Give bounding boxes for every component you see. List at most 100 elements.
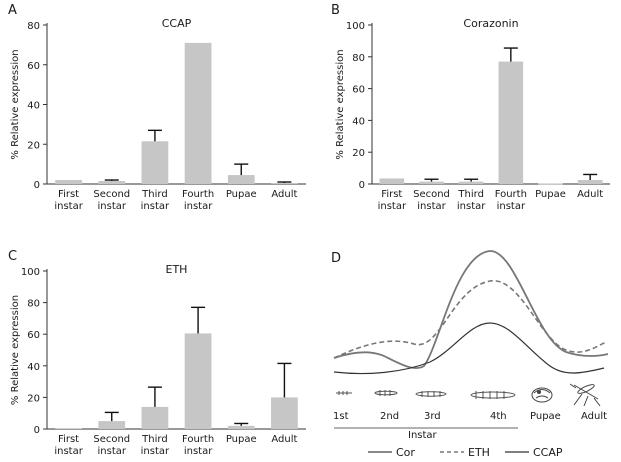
x-tick-label: instar xyxy=(417,201,446,212)
larva-3rd-icon xyxy=(415,391,447,397)
y-tick-label: 60 xyxy=(352,85,365,96)
x-tick-label: instar xyxy=(54,446,83,457)
x-tick-label: Adult xyxy=(577,189,603,200)
y-axis-label: % Relative expression xyxy=(335,49,346,159)
x-tick-label: First xyxy=(381,189,402,200)
x-tick-label: Pupae xyxy=(535,189,566,200)
stage-label-adult: Adult xyxy=(581,411,607,422)
series-line-eth xyxy=(333,280,607,359)
bar xyxy=(271,183,298,184)
stage-label-1st: 1st xyxy=(333,411,349,422)
y-tick-label: 20 xyxy=(27,140,40,151)
bar xyxy=(227,175,255,184)
panel-letter: C xyxy=(8,249,17,264)
x-tick-label: First xyxy=(58,189,79,200)
y-tick-label: 40 xyxy=(27,101,40,112)
x-tick-label: instar xyxy=(98,201,127,212)
y-tick-label: 20 xyxy=(27,393,40,404)
bar xyxy=(227,425,255,429)
y-tick-label: 60 xyxy=(27,61,40,72)
bar xyxy=(419,181,444,184)
y-tick-label: 80 xyxy=(352,53,365,64)
x-tick-label: instar xyxy=(54,201,83,212)
x-tick-label: Adult xyxy=(271,189,297,200)
x-tick-label: Pupae xyxy=(226,434,257,445)
bar xyxy=(577,180,603,184)
bar xyxy=(498,61,524,184)
chart-title: CCAP xyxy=(162,17,192,30)
legend-label-ccap: CCAP xyxy=(533,446,563,459)
stage-label-3rd: 3rd xyxy=(424,411,441,422)
y-tick-label: 60 xyxy=(27,330,40,341)
series-line-ccap xyxy=(333,322,605,375)
legend-label-cor: Cor xyxy=(396,446,415,459)
y-tick-label: 0 xyxy=(34,180,40,191)
panel-d-schematic: D xyxy=(331,250,609,459)
y-tick-label: 0 xyxy=(34,425,40,436)
y-axis-label: % Relative expression xyxy=(10,295,21,405)
pupa-icon xyxy=(531,387,553,403)
y-tick-label: 40 xyxy=(352,116,365,127)
bar xyxy=(184,333,212,429)
y-axis-label: % Relative expression xyxy=(10,49,21,159)
larva-1st-icon xyxy=(336,391,352,395)
x-tick-label: First xyxy=(58,434,79,445)
bar xyxy=(538,183,563,185)
y-tick-label: 0 xyxy=(359,180,365,191)
bar xyxy=(141,141,169,184)
bar xyxy=(55,428,82,430)
x-tick-label: Fourth xyxy=(495,189,527,200)
x-tick-label: Fourth xyxy=(182,434,214,445)
x-tick-label: Pupae xyxy=(226,189,257,200)
y-tick-label: 80 xyxy=(27,299,40,310)
panel-letter: A xyxy=(8,3,17,18)
chart-title: Corazonin xyxy=(463,17,518,30)
y-tick-label: 80 xyxy=(27,21,40,32)
x-tick-label: Second xyxy=(93,434,130,445)
series-line-cor xyxy=(333,250,609,369)
panel-a-chart: A CCAP % Relative expression 0 20 40 60 80 First… xyxy=(8,3,306,212)
larva-2nd-icon xyxy=(374,390,398,396)
bar xyxy=(379,178,405,184)
x-tick-label: instar xyxy=(497,201,526,212)
adult-mosquito-icon xyxy=(569,383,601,407)
panel-c-chart: C ETH % Relative expression 0 20 40 60 80 100 Fir… xyxy=(8,249,306,457)
x-axis-label-instar: Instar xyxy=(408,430,438,441)
x-tick-label: Third xyxy=(141,434,168,445)
bar xyxy=(98,421,126,429)
legend-label-eth: ETH xyxy=(468,446,490,459)
bar xyxy=(55,180,82,184)
stage-label-pupae: Pupae xyxy=(530,411,561,422)
y-tick-label: 40 xyxy=(27,362,40,373)
legend: Cor ETH CCAP xyxy=(368,446,563,459)
x-tick-label: Fourth xyxy=(182,189,214,200)
x-tick-label: Second xyxy=(413,189,450,200)
larva-4th-icon xyxy=(470,391,516,399)
x-tick-label: instar xyxy=(457,201,486,212)
bar xyxy=(271,397,298,429)
panel-b-chart: B Corazonin % Relative expression 0 20 40 60 80… xyxy=(331,3,610,212)
x-tick-label: instar xyxy=(141,201,170,212)
x-tick-label: instar xyxy=(184,446,213,457)
panel-letter: D xyxy=(331,251,341,266)
bar xyxy=(141,406,169,429)
bar xyxy=(184,42,212,185)
x-tick-label: instar xyxy=(378,201,407,212)
panel-letter: B xyxy=(331,3,340,18)
x-tick-label: instar xyxy=(184,201,213,212)
x-tick-label: Second xyxy=(93,189,130,200)
stage-label-4th: 4th xyxy=(490,411,507,422)
stage-label-2nd: 2nd xyxy=(380,411,399,422)
y-tick-label: 100 xyxy=(21,267,40,278)
y-tick-label: 100 xyxy=(346,21,365,32)
x-tick-label: Third xyxy=(141,189,168,200)
bar xyxy=(98,181,126,184)
y-tick-label: 20 xyxy=(352,148,365,159)
x-tick-label: Third xyxy=(457,189,484,200)
bar xyxy=(458,181,484,184)
x-tick-label: instar xyxy=(98,446,127,457)
x-tick-label: instar xyxy=(141,446,170,457)
chart-title: ETH xyxy=(166,263,188,276)
x-tick-label: Adult xyxy=(271,434,297,445)
